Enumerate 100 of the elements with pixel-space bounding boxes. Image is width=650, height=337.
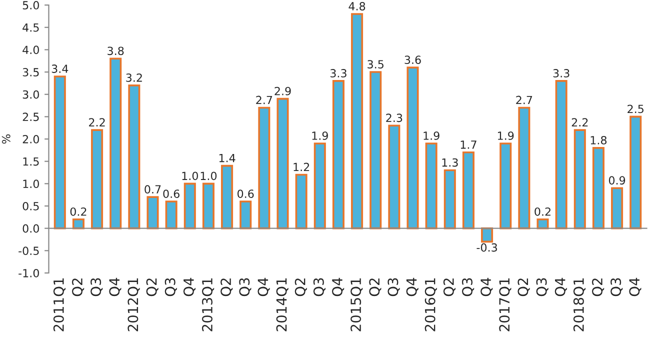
- x-tick-label: 2015Q1: [350, 278, 363, 332]
- y-tick-label: 5.0: [22, 1, 39, 10]
- y-tick-label: 3.5: [22, 68, 39, 76]
- bar: [314, 142, 326, 230]
- x-tick-label: Q4: [406, 278, 418, 296]
- data-label: 0.9: [608, 176, 626, 185]
- x-tick-label: Q2: [72, 278, 84, 296]
- bar: [351, 13, 364, 230]
- x-tick-label: Q4: [183, 278, 196, 296]
- data-label: 2.3: [386, 114, 402, 122]
- data-label: 0.2: [70, 207, 86, 216]
- bar: [518, 106, 530, 230]
- y-tick-label: 4.5: [22, 24, 39, 32]
- bar: [574, 129, 586, 230]
- y-tick-label: -1.0: [18, 268, 39, 278]
- x-tick-label: 2016Q1: [424, 278, 437, 332]
- y-tick-label: 2.0: [22, 134, 39, 144]
- x-tick-label: 2012Q1: [128, 278, 140, 332]
- bar: [258, 106, 270, 230]
- y-tick-label: 4.0: [22, 46, 39, 54]
- x-tick-label: Q2: [146, 278, 158, 296]
- data-label: 1.2: [294, 162, 310, 172]
- data-label: 2.7: [256, 96, 272, 104]
- data-label: 3.3: [553, 69, 570, 78]
- x-tick-label: Q3: [536, 278, 548, 296]
- bar: [91, 129, 104, 230]
- y-tick-label: 2.5: [22, 112, 39, 122]
- x-tick-label: Q3: [610, 278, 623, 296]
- y-tick-label: 1.5: [23, 157, 39, 166]
- data-label: 0.6: [238, 190, 254, 198]
- bar: [128, 84, 140, 230]
- data-label: 1.9: [498, 132, 514, 140]
- data-label: 1.3: [442, 158, 458, 167]
- data-label: 2.5: [628, 104, 644, 114]
- data-label: 0.6: [163, 190, 180, 198]
- y-tick-label: 3.0: [22, 90, 39, 99]
- data-label: 0.2: [534, 207, 550, 216]
- x-tick-label: Q2: [369, 278, 382, 296]
- y-tick-label: -0.5: [18, 246, 39, 256]
- x-tick-label: 2014Q1: [276, 278, 288, 332]
- x-tick-label: Q3: [313, 278, 326, 296]
- data-label: 3.4: [52, 64, 68, 73]
- bar: [444, 169, 456, 230]
- bar: [110, 58, 122, 230]
- x-tick-label: Q4: [554, 278, 567, 296]
- x-tick-label: Q2: [294, 278, 307, 296]
- y-tick-label: 0.5: [22, 202, 39, 210]
- bar: [406, 66, 419, 230]
- bar: [146, 196, 159, 230]
- bar: [72, 218, 84, 230]
- data-label: 3.6: [404, 56, 421, 64]
- x-tick-label: Q3: [239, 278, 252, 296]
- bar: [555, 80, 568, 230]
- bar: [611, 187, 624, 230]
- data-label: 2.2: [89, 118, 105, 126]
- data-label: -0.3: [476, 243, 497, 252]
- bar: [388, 124, 400, 230]
- data-label: 1.9: [312, 132, 328, 140]
- bar: [221, 164, 234, 230]
- x-tick-label: 2017Q1: [499, 278, 512, 332]
- x-tick-label: Q3: [388, 278, 400, 296]
- bar: [165, 200, 178, 230]
- bar: [276, 98, 289, 230]
- data-label: 1.4: [219, 154, 236, 162]
- x-tick-label: Q2: [443, 278, 456, 296]
- x-tick-label: Q3: [164, 278, 177, 296]
- bar: [425, 142, 438, 230]
- data-label: 3.3: [330, 69, 346, 78]
- data-label: 1.8: [590, 136, 607, 144]
- data-label: 3.8: [108, 46, 124, 56]
- x-tick-label: Q4: [332, 278, 344, 296]
- data-label: 2.7: [516, 96, 532, 104]
- x-tick-label: 2018Q1: [573, 278, 586, 332]
- bar: [592, 147, 604, 230]
- x-tick-label: Q2: [220, 278, 233, 296]
- x-tick-label: Q4: [109, 278, 122, 296]
- data-label: 3.2: [126, 73, 142, 82]
- bar: [536, 218, 549, 230]
- bar: [370, 71, 382, 230]
- bar: [202, 182, 214, 230]
- bar: [500, 142, 512, 230]
- data-label: 3.5: [368, 60, 384, 68]
- x-tick-label: Q4: [629, 278, 642, 296]
- bar: [481, 227, 494, 243]
- y-tick-label: 1.0: [23, 180, 39, 188]
- data-label: 1.0: [200, 172, 217, 180]
- x-tick-label: 2013Q1: [202, 278, 214, 332]
- x-tick-label: Q3: [462, 278, 474, 296]
- y-tick-label: 0.0: [22, 224, 39, 233]
- bar: [54, 76, 66, 230]
- data-label: 0.7: [144, 185, 161, 194]
- data-label: 2.9: [274, 86, 291, 96]
- data-label: 1.0: [182, 172, 198, 180]
- x-tick-label: Q2: [592, 278, 604, 296]
- bar: [184, 182, 196, 230]
- x-tick-label: Q2: [518, 278, 530, 296]
- bar: [332, 80, 344, 230]
- bar: [240, 200, 252, 230]
- y-axis-title: %: [2, 134, 10, 144]
- data-label: 4.8: [348, 2, 366, 10]
